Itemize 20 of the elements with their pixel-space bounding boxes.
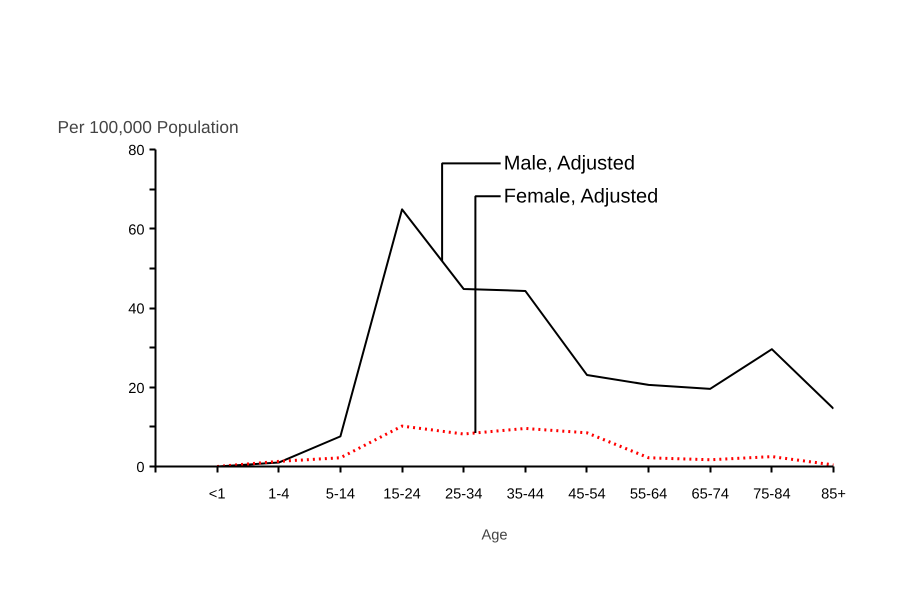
- y-axis-title: Per 100,000 Population: [58, 117, 239, 137]
- x-tick-label: 5-14: [326, 486, 356, 502]
- text: Male, Adjusted: [504, 152, 635, 174]
- y-tick-label: 20: [128, 380, 145, 397]
- y-tick-label: 80: [128, 143, 145, 159]
- y-tick-label: 40: [128, 302, 145, 318]
- y-tick-label: 0: [136, 460, 145, 476]
- x-tick-label: 25-34: [444, 486, 482, 502]
- x-tick-label: 1-4: [268, 486, 290, 502]
- x-tick-label: 45-54: [568, 486, 606, 502]
- text: Female, Adjusted: [504, 185, 658, 208]
- x-tick-label: <1: [208, 486, 226, 502]
- x-tick-label: 65-74: [691, 486, 729, 502]
- x-tick-label: 75-84: [753, 486, 791, 502]
- x-tick-label: 85+: [821, 486, 846, 502]
- x-tick-label: 15-24: [383, 486, 421, 502]
- y-tick-label: 60: [128, 222, 145, 238]
- x-tick-label: 55-64: [630, 486, 668, 502]
- x-tick-label: 35-44: [506, 486, 544, 502]
- x-axis-title: Age: [481, 528, 508, 544]
